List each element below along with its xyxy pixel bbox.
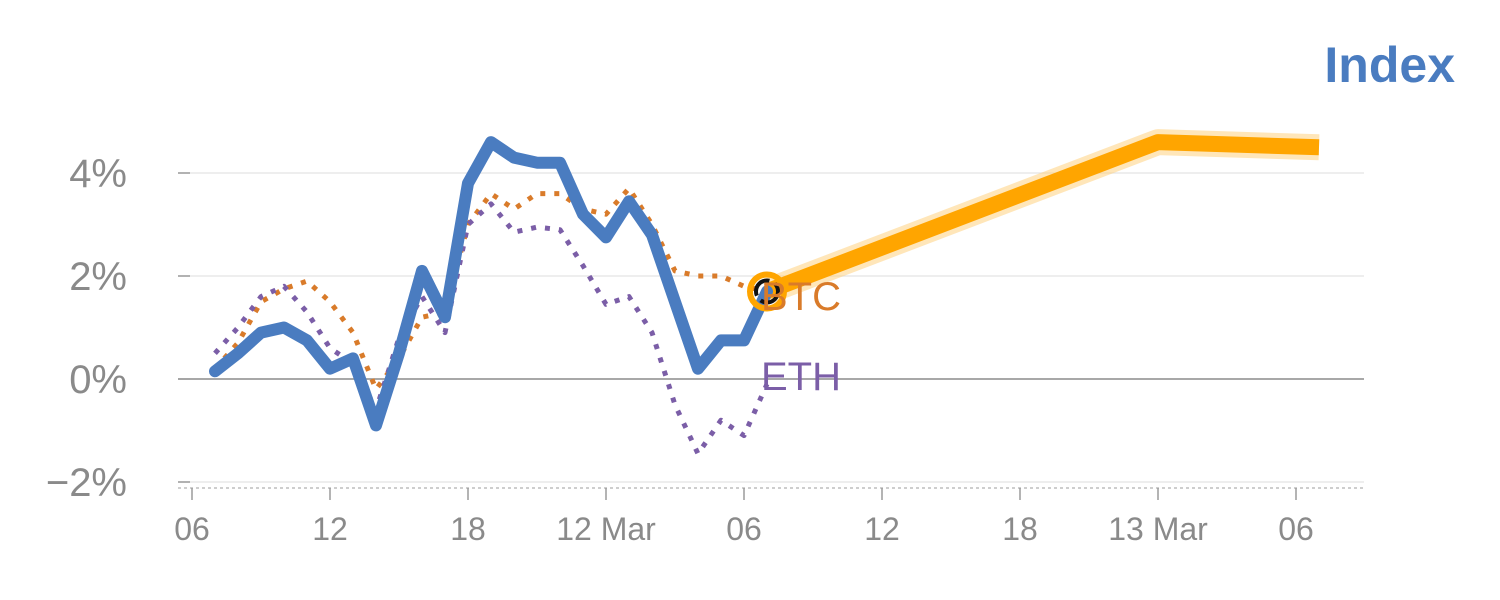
y-tick-label: 2% — [69, 255, 127, 299]
x-tick-label: 18 — [1002, 511, 1038, 547]
btc-line — [213, 185, 768, 392]
x-tick-label: 12 Mar — [556, 511, 656, 547]
endpoint-marker-ring — [747, 271, 787, 312]
eth-line — [213, 201, 770, 457]
x-tick-label: 13 Mar — [1108, 511, 1208, 547]
x-tick-label: 06 — [726, 511, 762, 547]
x-tick-label: 12 — [312, 511, 348, 547]
y-tick-label: 4% — [69, 152, 127, 196]
x-tick-label: 06 — [1278, 511, 1314, 547]
index-line — [209, 136, 773, 432]
y-tick-label: −2% — [46, 461, 127, 505]
eth-label: ETH — [761, 355, 841, 399]
y-gridlines — [178, 172, 1364, 483]
x-tick-label: 12 — [864, 511, 900, 547]
x-tick-label: 18 — [450, 511, 486, 547]
projection-line-glow — [762, 129, 1320, 304]
projection-line — [764, 134, 1320, 299]
endpoint-marker — [754, 278, 780, 305]
x-tick-label: 06 — [174, 511, 210, 547]
y-tick-label: 0% — [69, 358, 127, 402]
chart-title: Index — [1324, 37, 1455, 93]
btc-label: BTC — [761, 275, 841, 319]
